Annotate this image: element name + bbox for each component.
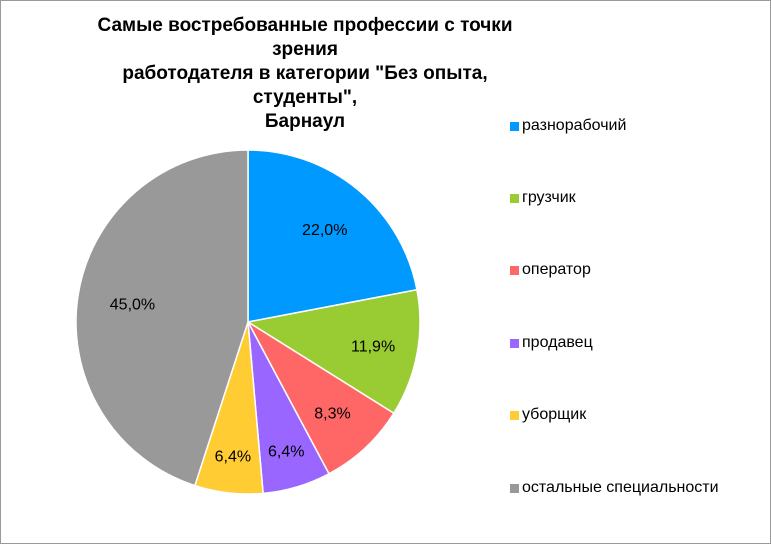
data-label-operator: 8,3% xyxy=(314,406,350,423)
legend-label: уборщик xyxy=(522,406,587,423)
data-label-gruzchik: 11,9% xyxy=(351,338,395,355)
legend-swatch xyxy=(510,121,519,131)
legend-item-operator: оператор xyxy=(510,260,591,280)
legend-item-razno: разнорабочий xyxy=(510,116,626,136)
pie-slice-gruzchik xyxy=(245,288,421,415)
pie-slice-operator xyxy=(246,319,395,475)
legend-swatch xyxy=(510,265,519,275)
legend-label: продавец xyxy=(522,334,593,351)
legend-label: остальные специальности xyxy=(522,479,719,496)
chart-title-line-2: работодателя в категории "Без опыта, сту… xyxy=(122,63,488,108)
data-label-uborshchik: 6,4% xyxy=(215,448,251,465)
legend-swatch xyxy=(510,193,519,203)
legend-item-uborshchik: уборщик xyxy=(510,405,586,425)
data-label-prodavec: 6,4% xyxy=(268,444,304,461)
pie-slice-razno xyxy=(247,149,418,323)
legend-swatch xyxy=(510,410,519,420)
data-label-razno: 22,0% xyxy=(302,222,347,239)
legend-item-prodavec: продавец xyxy=(510,333,593,353)
legend-item-gruzchik: грузчик xyxy=(510,188,576,208)
chart-title-line-3: Барнаул xyxy=(264,111,346,132)
legend-label: грузчик xyxy=(522,189,576,206)
chart-title: Самые востребованные профессии с точки з… xyxy=(95,14,515,134)
legend-label: разнорабочий xyxy=(522,117,627,134)
legend-swatch xyxy=(510,338,519,348)
pie-slice-ostalnye xyxy=(75,149,249,487)
legend-label: оператор xyxy=(522,261,591,278)
legend-swatch xyxy=(510,483,519,493)
chart-title-line-1: Самые востребованные профессии с точки з… xyxy=(97,15,513,60)
legend-item-ostalnye: остальные специальности xyxy=(510,478,719,498)
data-label-ostalnye: 45,0% xyxy=(110,297,155,314)
